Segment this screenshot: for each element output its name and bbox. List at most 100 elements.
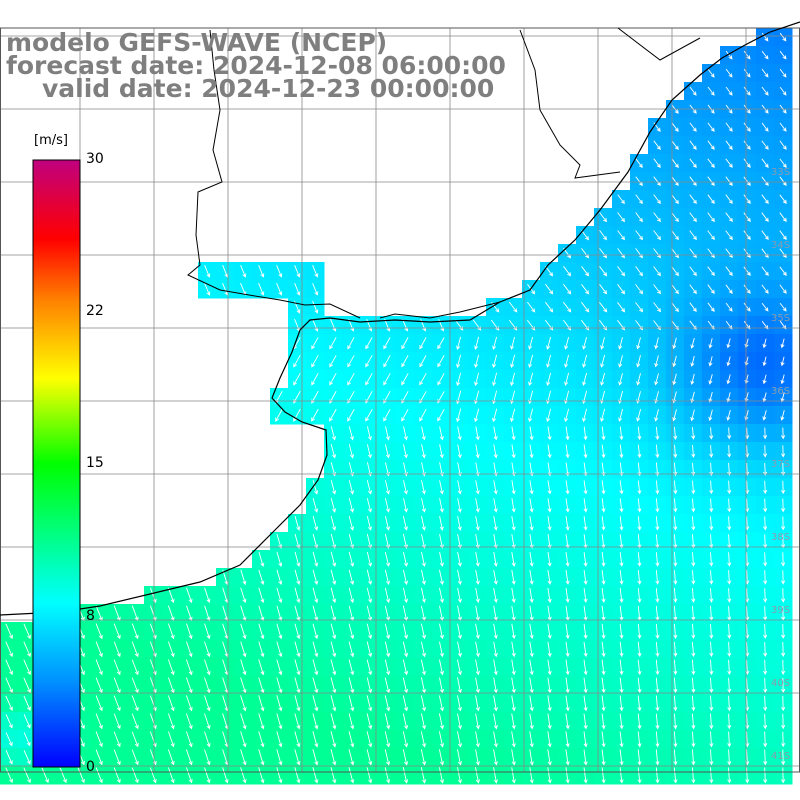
wind-arrow xyxy=(725,68,733,78)
wind-arrow xyxy=(365,373,373,386)
wind-arrow xyxy=(707,266,715,277)
wind-arrow xyxy=(365,337,373,350)
wind-arrow xyxy=(401,408,409,422)
wind-arrow xyxy=(655,677,660,694)
wind-arrow xyxy=(185,677,193,694)
wind-arrow xyxy=(565,534,570,549)
wind-arrow xyxy=(493,498,498,513)
wind-arrow xyxy=(725,50,733,60)
wind-arrow xyxy=(726,409,731,421)
wind-arrow xyxy=(437,373,445,386)
wind-arrow xyxy=(637,587,642,603)
wind-arrow xyxy=(240,659,247,676)
wind-arrow xyxy=(312,480,319,495)
wind-arrow xyxy=(294,515,301,531)
wind-arrow xyxy=(547,623,552,640)
wind-arrow xyxy=(617,266,626,277)
wind-arrow xyxy=(601,677,606,694)
wind-arrow xyxy=(41,767,49,784)
wind-arrow xyxy=(329,355,337,368)
wind-arrow xyxy=(637,713,642,730)
wind-arrow xyxy=(258,731,265,748)
wind-arrow xyxy=(185,695,193,712)
wind-arrow xyxy=(529,516,534,531)
wind-arrow xyxy=(23,750,31,765)
wind-arrow xyxy=(330,623,337,640)
wind-arrow xyxy=(709,749,714,766)
wind-arrow xyxy=(420,677,427,694)
wind-arrow xyxy=(637,570,642,585)
wind-arrow xyxy=(547,480,552,495)
wind-arrow xyxy=(707,176,715,187)
wind-arrow xyxy=(294,695,301,712)
wind-arrow xyxy=(689,302,697,313)
wind-arrow xyxy=(635,230,643,241)
wind-arrow xyxy=(545,301,554,313)
wind-arrow xyxy=(312,569,319,585)
wind-arrow xyxy=(691,641,696,658)
wind-arrow xyxy=(691,444,696,458)
wind-arrow xyxy=(348,713,355,730)
wind-arrow xyxy=(708,391,713,403)
wind-arrow xyxy=(655,588,660,603)
wind-arrow xyxy=(365,355,373,368)
wind-arrow xyxy=(330,713,337,730)
wind-arrow xyxy=(438,767,445,784)
wind-arrow xyxy=(95,749,103,766)
wind-arrow xyxy=(419,373,427,386)
wind-arrow xyxy=(294,282,301,296)
wind-arrow xyxy=(258,623,265,640)
wind-arrow xyxy=(583,480,588,495)
wind-arrow xyxy=(619,623,624,640)
river-plate-shore xyxy=(187,27,701,319)
wind-arrow xyxy=(725,230,733,241)
wind-arrow xyxy=(384,623,391,640)
wind-arrow xyxy=(780,392,785,403)
wind-arrow xyxy=(475,641,480,658)
wind-arrow xyxy=(131,659,139,676)
wind-arrow xyxy=(475,749,480,766)
wind-arrow xyxy=(330,551,337,568)
wind-arrow xyxy=(582,354,588,368)
wind-arrow xyxy=(186,641,193,658)
wind-arrow xyxy=(582,372,588,386)
wind-arrow xyxy=(312,515,319,531)
wind-arrow xyxy=(726,374,731,385)
wind-arrow xyxy=(258,551,265,567)
wind-arrow xyxy=(672,337,677,350)
wind-arrow xyxy=(600,337,605,350)
wind-arrow xyxy=(5,732,13,747)
wind-arrow xyxy=(601,641,606,658)
wind-arrow xyxy=(599,266,608,277)
wind-arrow xyxy=(601,516,606,531)
wind-arrow xyxy=(475,659,480,676)
wind-arrow xyxy=(709,552,714,567)
wind-arrow xyxy=(511,552,516,567)
wind-arrow xyxy=(474,408,480,423)
wind-arrow xyxy=(402,767,409,784)
wind-arrow xyxy=(671,140,679,150)
wind-arrow xyxy=(763,552,768,567)
wind-arrow xyxy=(366,731,373,748)
wind-arrow xyxy=(779,122,787,132)
wind-arrow xyxy=(421,444,426,459)
wind-arrow xyxy=(583,731,588,748)
wind-arrow xyxy=(312,659,319,676)
wind-arrow xyxy=(673,623,678,640)
wind-arrow xyxy=(113,695,121,712)
wind-arrow xyxy=(707,140,715,150)
wind-arrow xyxy=(565,480,570,495)
wind-arrow xyxy=(672,355,677,368)
wind-arrow xyxy=(707,230,715,241)
wind-arrow xyxy=(601,570,606,585)
wind-arrow xyxy=(95,623,103,640)
wind-arrow xyxy=(743,68,751,78)
wind-arrow xyxy=(384,515,391,531)
wind-arrow xyxy=(384,587,391,604)
wind-arrow xyxy=(457,713,462,730)
wind-arrow xyxy=(637,767,642,784)
wind-arrow xyxy=(493,623,498,640)
wind-arrow xyxy=(258,749,265,766)
wind-arrow xyxy=(619,731,624,748)
wind-arrow xyxy=(131,695,139,712)
